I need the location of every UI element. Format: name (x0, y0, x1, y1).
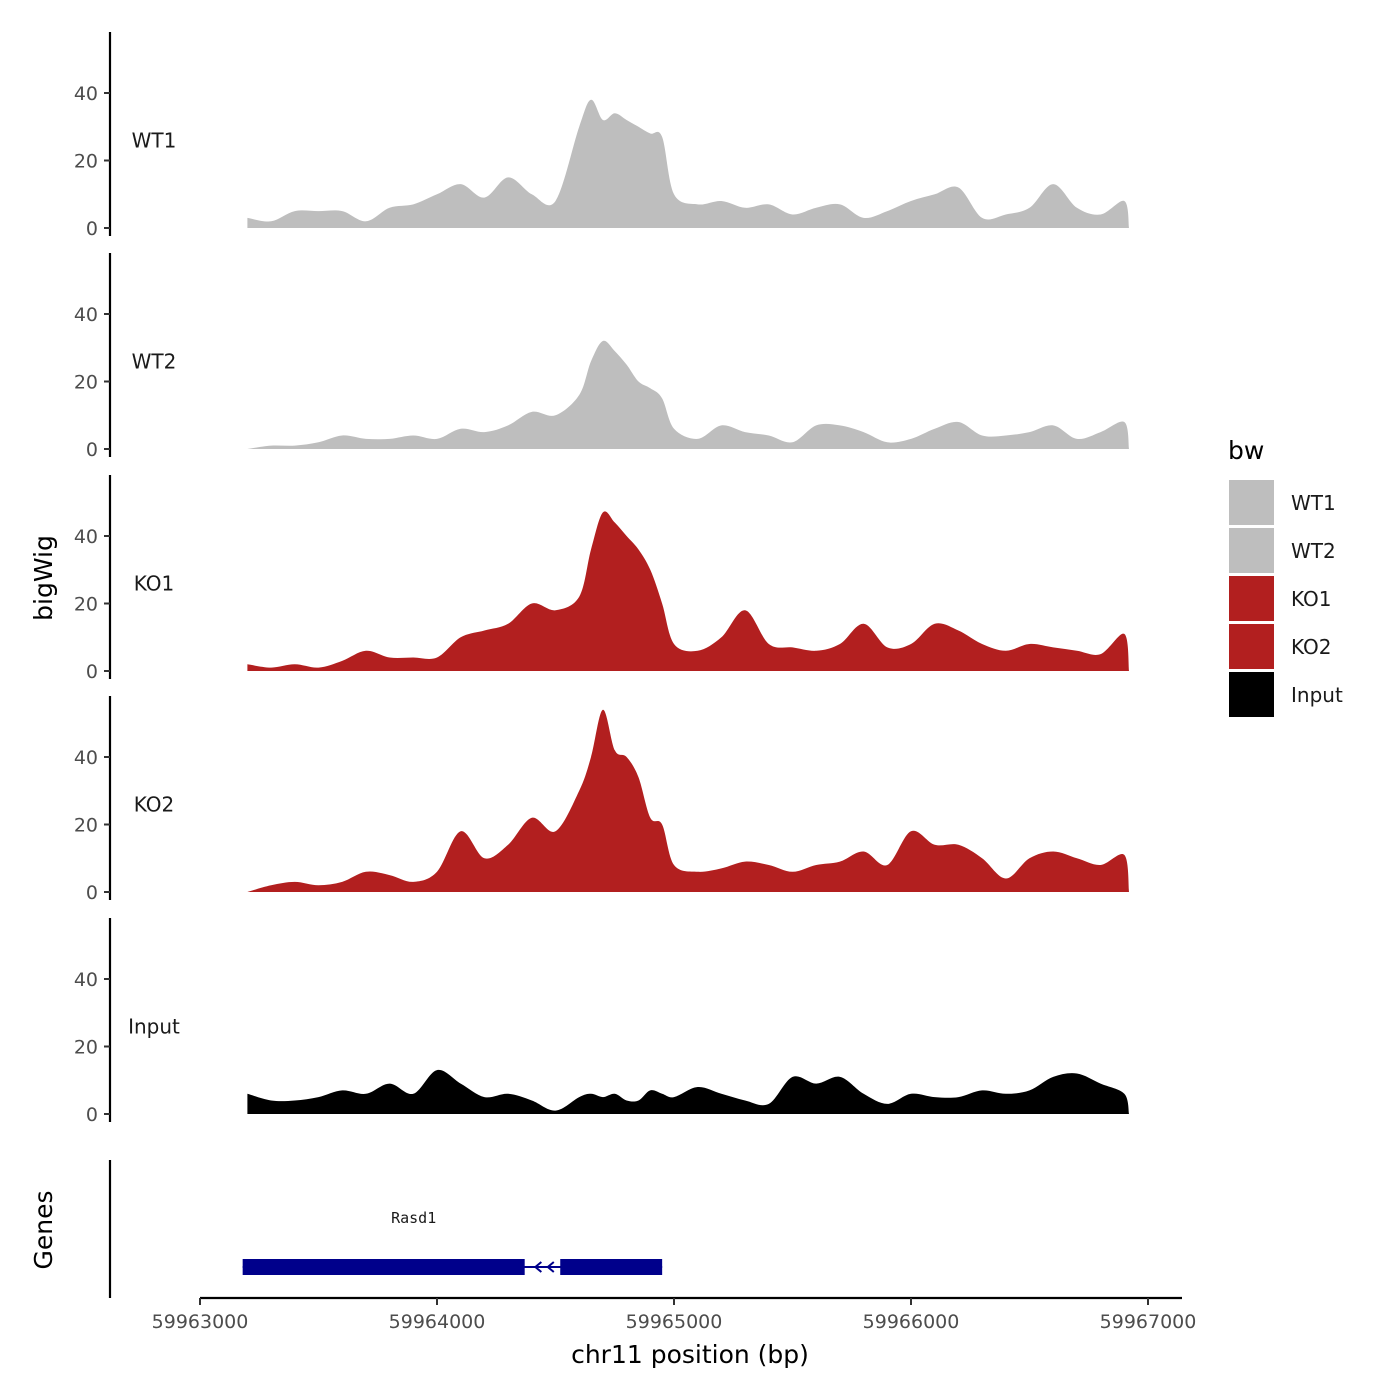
coverage-area-wt1 (247, 99, 1129, 229)
y-tick-label: 0 (86, 1104, 98, 1126)
coverage-area-ko2 (247, 709, 1129, 892)
legend-label-wt1: WT1 (1291, 491, 1336, 515)
track-ko1: 0 20 40 KO1 (74, 475, 1129, 683)
track-label-ko2: KO2 (134, 792, 175, 816)
genes-layer: Rasd1 (108, 1160, 663, 1298)
y-tick-label: 40 (74, 526, 98, 548)
legend-swatch-wt2 (1229, 528, 1274, 573)
legend-label-ko1: KO1 (1291, 587, 1332, 611)
x-tick-label: 59966000 (863, 1311, 960, 1333)
track-ko2: 0 20 40 KO2 (74, 696, 1129, 904)
y-tick-label: 40 (74, 83, 98, 105)
legend-swatch-ko2 (1229, 624, 1274, 669)
y-tick-label: 20 (74, 815, 98, 837)
gene-exon (560, 1259, 663, 1275)
gene-label: Rasd1 (391, 1209, 436, 1227)
legend-swatch-input (1229, 672, 1274, 717)
y-tick-label: 20 (74, 151, 98, 173)
legend-swatch-wt1 (1229, 480, 1274, 525)
legend-label-wt2: WT2 (1291, 539, 1336, 563)
y-tick-label: 40 (74, 747, 98, 769)
x-tick-label: 59965000 (626, 1311, 723, 1333)
coverage-area-ko1 (247, 511, 1129, 671)
legend-title: bw (1228, 436, 1264, 465)
track-label-wt2: WT2 (132, 349, 177, 373)
tracks-layer: 0 20 40 WT1 0 20 40 WT2 0 20 40 KO1 0 20 40 KO2 0 20 40 Inp… (74, 32, 1129, 1126)
track-input: 0 20 40 Input (74, 918, 1129, 1126)
strand-arrow-icon (546, 1261, 555, 1273)
y-tick-label: 0 (86, 882, 98, 904)
x-tick-label: 59964000 (389, 1311, 486, 1333)
track-wt1: 0 20 40 WT1 (74, 32, 1129, 240)
genes-axis-title: Genes (29, 1190, 58, 1269)
coverage-area-input (247, 1069, 1129, 1114)
y-tick-label: 0 (86, 218, 98, 240)
y-tick-label: 0 (86, 439, 98, 461)
y-tick-label: 20 (74, 1037, 98, 1059)
y-tick-label: 0 (86, 661, 98, 683)
y-tick-label: 40 (74, 969, 98, 991)
x-tick-label: 59963000 (152, 1311, 249, 1333)
x-tick-label: 59967000 (1100, 1311, 1197, 1333)
gene-rasd1: Rasd1 (242, 1209, 663, 1275)
coverage-area-wt2 (247, 340, 1129, 449)
legend-swatch-ko1 (1229, 576, 1274, 621)
y-tick-label: 20 (74, 372, 98, 394)
track-label-wt1: WT1 (132, 128, 177, 152)
y-tick-label: 40 (74, 304, 98, 326)
x-axis: 59963000 59964000 59965000 59966000 59967000 (152, 1296, 1197, 1333)
legend: bw WT1 WT2 KO1 KO2 Input (1228, 436, 1343, 717)
y-axis-title: bigWig (29, 535, 58, 621)
y-tick-label: 20 (74, 594, 98, 616)
track-label-ko1: KO1 (134, 571, 175, 595)
track-label-input: Input (128, 1014, 180, 1038)
strand-arrow-icon (533, 1261, 542, 1273)
legend-label-ko2: KO2 (1291, 635, 1332, 659)
x-axis-title: chr11 position (bp) (571, 1340, 809, 1369)
gene-exon (242, 1259, 525, 1275)
track-wt2: 0 20 40 WT2 (74, 253, 1129, 461)
legend-label-input: Input (1291, 683, 1343, 707)
